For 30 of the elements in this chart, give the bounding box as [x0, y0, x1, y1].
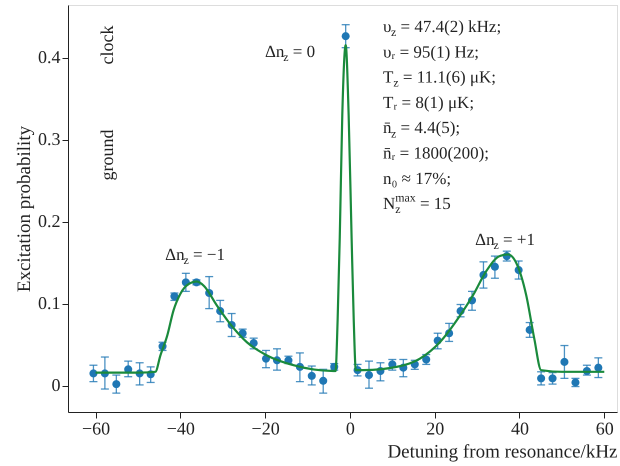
point: [537, 374, 546, 382]
x-tick-label: 0: [346, 418, 355, 438]
point: [560, 358, 568, 366]
x-tick-label: 40: [510, 418, 529, 438]
x-tick-label: −40: [166, 418, 195, 438]
annotation: Tᵣ = 8(1) μK;: [383, 92, 474, 112]
annotation: ground: [97, 130, 117, 180]
y-tick-label: 0.2: [38, 211, 60, 232]
y-tick-label: 0.1: [38, 293, 60, 314]
annotation: n₀ ≈ 17%;: [383, 168, 452, 188]
y-axis-title: Excitation probability: [14, 125, 35, 292]
x-tick-label: −60: [82, 418, 110, 438]
annotation: υᵣ = 95(1) Hz;: [383, 42, 480, 62]
y-tick-label: 0.4: [38, 47, 60, 68]
x-tick-label: −20: [252, 418, 280, 438]
point: [112, 380, 120, 388]
point: [548, 374, 557, 382]
point: [364, 371, 374, 380]
annotation: clock: [97, 26, 117, 64]
x-tick-label: 60: [596, 418, 614, 438]
x-axis-title: Detuning from resonance/kHz: [387, 442, 618, 462]
point: [319, 376, 328, 385]
point: [89, 369, 98, 378]
point: [342, 32, 350, 40]
annotation: n̄ᵣ = 1800(200);: [383, 144, 490, 162]
y-tick-label: 0.3: [38, 129, 60, 150]
point: [308, 372, 316, 380]
y-tick-label: 0: [52, 375, 60, 396]
point: [490, 262, 499, 271]
x-tick-label: 20: [426, 418, 444, 438]
